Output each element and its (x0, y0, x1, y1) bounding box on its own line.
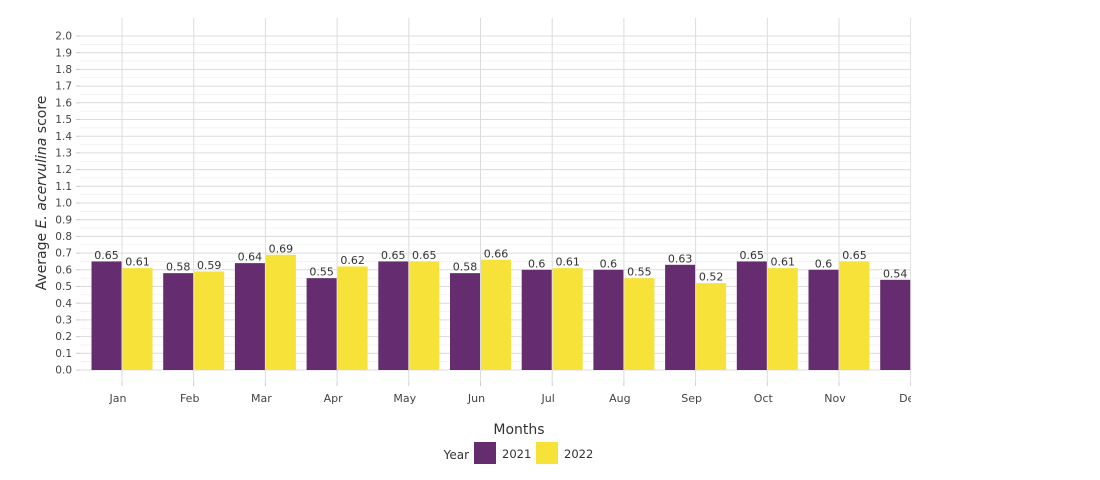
value-label: 0.55 (627, 266, 652, 279)
value-label: 0.63 (668, 252, 693, 265)
legend-swatch-2021 (474, 442, 496, 464)
bar-2022-jun (481, 259, 511, 370)
bar-2022-jul (552, 268, 583, 370)
value-labels: 0.65 0.58 0.64 0.55 0.65 0.58 0.6 0.6 0.63 0.65 0.… (94, 242, 907, 283)
value-label: 0.65 (381, 249, 406, 262)
bar-2021-mar (234, 263, 265, 370)
bar-2022-feb (194, 271, 225, 370)
y-tick-label: 0.3 (55, 315, 72, 327)
y-tick-label: 1.6 (55, 97, 72, 109)
x-tick-label: Aug (609, 392, 630, 405)
y-tick-label: 1.5 (55, 114, 72, 126)
legend-label-2021: 2021 (502, 447, 531, 461)
x-axis: Jan Feb Mar Apr May Jun Jul Aug Sep Oct Nov De (109, 382, 914, 405)
bar-2022-nov (839, 261, 870, 370)
y-tick-label: 1.1 (55, 181, 72, 193)
value-label: 0.6 (528, 257, 546, 270)
bar-2021-jan (91, 261, 122, 370)
bar-2021-oct (736, 261, 767, 370)
bar-2022-apr (337, 266, 368, 370)
value-label: 0.55 (309, 266, 334, 279)
value-label: 0.54 (883, 267, 908, 280)
y-tick-label: 0.5 (55, 281, 72, 293)
value-label: 0.69 (269, 242, 294, 255)
bar-2021-dec (880, 279, 911, 370)
y-tick-label: 1.3 (55, 148, 72, 160)
value-label: 0.65 (842, 249, 867, 262)
y-tick-label: 2.0 (55, 31, 72, 43)
bar-2022-oct (767, 268, 798, 370)
legend-swatch-2022 (536, 442, 558, 464)
y-axis-title: Average E. acervulina score (34, 96, 50, 291)
y-tick-label: 0.4 (55, 298, 72, 310)
y-tick-label: 1.2 (55, 164, 72, 176)
legend-title: Year (443, 448, 469, 462)
bar-2021-sep (665, 264, 696, 370)
value-label: 0.62 (340, 254, 365, 267)
x-tick-label: Feb (180, 392, 199, 405)
x-tick-label: Jan (109, 392, 127, 405)
value-label: 0.58 (166, 261, 191, 274)
value-label: 0.6 (600, 257, 618, 270)
y-tick-label: 0.1 (55, 348, 72, 360)
bar-2021-nov (808, 269, 839, 370)
bar-2021-feb (163, 273, 194, 370)
y-tick-label: 0.8 (55, 231, 72, 243)
y-tick-label: 0.0 (55, 365, 72, 377)
x-axis-title: Months (493, 422, 544, 438)
y-tick-label: 0.7 (55, 248, 72, 260)
x-tick-label: May (393, 392, 416, 405)
y-axis: 0.0 0.1 0.2 0.3 0.4 0.5 0.6 0.7 0.8 0.9 1.0 1.1 1.2 1… (55, 31, 80, 377)
y-tick-label: 1.4 (55, 131, 72, 143)
bar-2021-may (378, 261, 409, 370)
y-tick-label: 1.7 (55, 81, 72, 93)
bar-2021-apr (306, 278, 337, 370)
value-label: 0.66 (484, 247, 509, 260)
value-label: 0.61 (125, 256, 150, 269)
y-tick-label: 0.6 (55, 264, 72, 276)
bar-2022-may (409, 261, 440, 370)
bar-2022-jan (122, 268, 153, 370)
value-label: 0.61 (771, 256, 796, 269)
y-tick-label: 1.0 (55, 198, 72, 210)
y-tick-label: 1.9 (55, 47, 72, 59)
value-label: 0.6 (815, 257, 833, 270)
x-tick-label: Jun (467, 392, 485, 405)
x-tick-label: Jul (541, 392, 555, 405)
bar-2021-jul (521, 269, 552, 370)
x-tick-label: De (899, 392, 914, 405)
value-label: 0.52 (699, 271, 724, 284)
bar-2022-sep (696, 283, 727, 370)
y-tick-label: 0.9 (55, 214, 72, 226)
value-label: 0.61 (555, 256, 580, 269)
x-tick-label: Mar (251, 392, 272, 405)
y-tick-label: 1.8 (55, 64, 72, 76)
x-tick-label: Sep (681, 392, 702, 405)
x-tick-label: Nov (824, 392, 846, 405)
value-label: 0.65 (740, 249, 765, 262)
bar-2021-jun (450, 273, 480, 370)
bars (91, 254, 911, 370)
x-tick-label: Apr (324, 392, 344, 405)
value-label: 0.59 (197, 259, 222, 272)
bar-2021-aug (593, 269, 624, 370)
value-label: 0.65 (412, 249, 437, 262)
bar-2022-mar (265, 254, 296, 370)
legend: Year 2021 2022 (443, 442, 593, 464)
x-tick-label: Oct (754, 392, 774, 405)
y-tick-label: 0.2 (55, 331, 72, 343)
value-label: 0.58 (453, 261, 478, 274)
value-label: 0.65 (94, 249, 119, 262)
legend-label-2022: 2022 (564, 447, 593, 461)
value-label: 0.64 (238, 251, 263, 264)
bar-2022-aug (624, 278, 655, 370)
